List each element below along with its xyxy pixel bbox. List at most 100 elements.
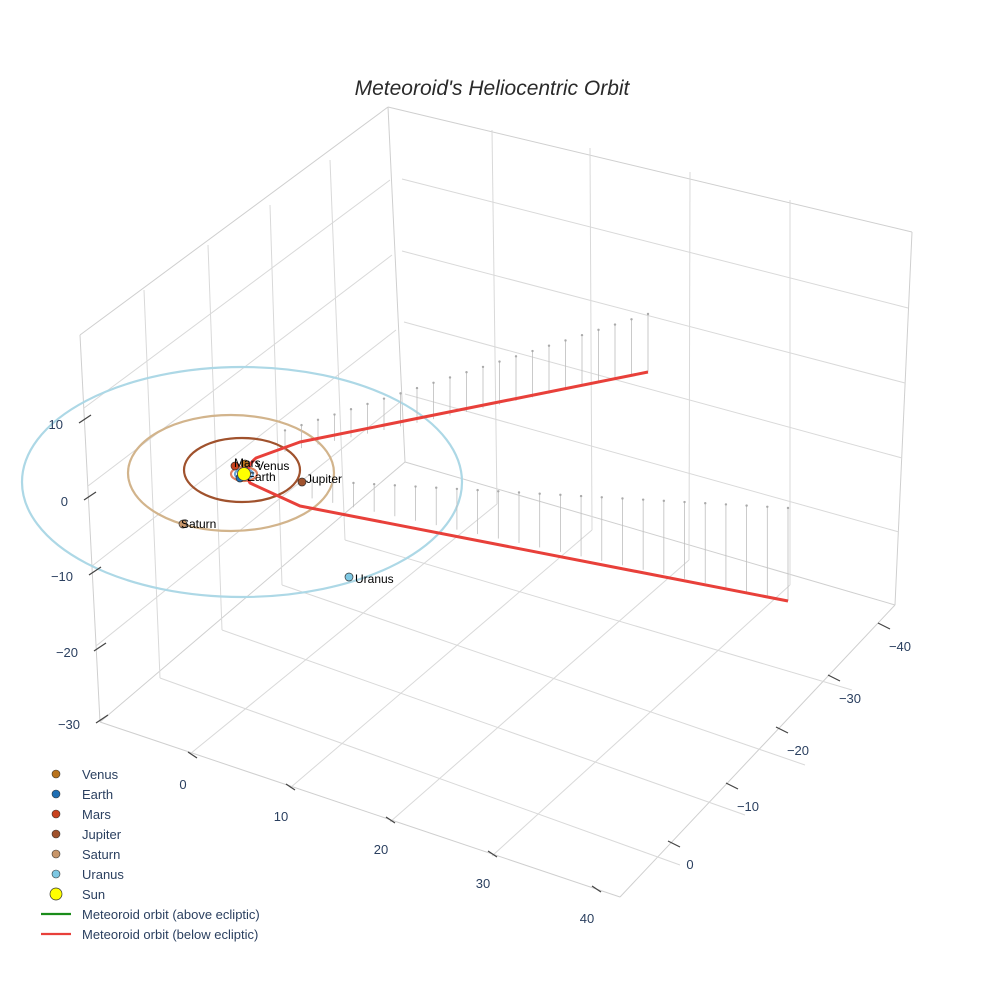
drop-marker (564, 339, 567, 342)
drop-marker (399, 392, 402, 395)
grid-line (289, 529, 593, 789)
drop-marker (382, 397, 386, 400)
drop-marker (683, 500, 686, 504)
drop-marker (724, 503, 728, 506)
drop-marker (448, 376, 452, 379)
drop-marker (316, 418, 320, 422)
saturn-orbit (126, 413, 336, 533)
box-edge (79, 334, 101, 723)
drop-marker (786, 506, 790, 510)
legend-marker (51, 849, 61, 859)
z-tick-label: 10 (49, 417, 63, 432)
z-tick-mark (83, 491, 97, 501)
drop-marker (465, 371, 468, 374)
drop-marker (393, 484, 397, 487)
drop-marker (662, 499, 666, 503)
grid-line (491, 584, 791, 857)
drop-marker (352, 481, 355, 485)
mars-marker (230, 461, 240, 471)
grid-line (91, 329, 397, 567)
x-tick-label: 20 (374, 842, 388, 857)
x-tick-label: 0 (179, 777, 186, 792)
grid-line (688, 171, 691, 561)
drop-marker (349, 408, 353, 411)
grid-line (404, 393, 900, 533)
drop-marker (300, 423, 303, 427)
box-edge (619, 604, 896, 898)
meteoroid-orbit-below-line (245, 370, 789, 603)
y-tick-label: −20 (787, 743, 809, 758)
drop-marker (432, 381, 435, 384)
drop-marker (745, 504, 748, 507)
legend-label: Meteoroid orbit (above ecliptic) (82, 907, 260, 922)
y-tick-label: −10 (737, 799, 759, 814)
venus-label: Venus (256, 459, 289, 473)
jupiter-orbit (182, 436, 302, 504)
grid-line (143, 289, 161, 679)
y-tick-mark (827, 674, 841, 682)
x-tick-mark (187, 751, 198, 759)
drop-marker (597, 328, 600, 332)
box-edge (99, 721, 621, 898)
z-tick-label: 0 (61, 494, 68, 509)
saturn-label: Saturn (181, 517, 216, 531)
drop-marker (580, 333, 584, 337)
legend-label: Sun (82, 887, 105, 902)
legend-label: Saturn (82, 847, 120, 862)
grid-line (401, 250, 906, 384)
x-tick-label: 40 (580, 911, 594, 926)
y-tick-mark (877, 622, 891, 630)
legend-label: Jupiter (82, 827, 122, 842)
grid-line (401, 178, 909, 309)
legend-label: Mars (82, 807, 111, 822)
drop-marker (514, 355, 518, 358)
drop-marker (435, 486, 438, 489)
legend: Venus Earth Mars Jupiter Saturn Uranus Sun Mete… (41, 767, 260, 942)
box-edge (894, 231, 913, 606)
grid-line (589, 147, 593, 531)
legend-sun-marker (49, 887, 63, 901)
z-tick-mark (88, 566, 102, 576)
earth-label: Earth (247, 470, 276, 484)
z-tick-mark (95, 714, 109, 724)
legend-label: Uranus (82, 867, 124, 882)
grid-line (281, 584, 806, 766)
grid-line (189, 503, 498, 755)
y-tick-mark (667, 840, 681, 848)
drop-marker (538, 492, 541, 495)
box-edge (404, 461, 896, 606)
y-tick-label: −30 (839, 691, 861, 706)
drop-marker (579, 494, 583, 498)
y-tick-mark (775, 726, 789, 734)
z-tick-mark (78, 414, 92, 424)
axis-ticks: 10 0 −10 −20 −30 0 10 20 30 40 −40 −30 −20 −10 0 (49, 414, 911, 926)
box-edge (79, 106, 389, 336)
legend-label: Earth (82, 787, 113, 802)
drop-marker (559, 493, 562, 497)
drop-marker (331, 480, 334, 483)
drop-marker (476, 488, 479, 492)
legend-marker (51, 769, 61, 779)
z-tick-label: −30 (58, 717, 80, 732)
drop-marker (641, 498, 645, 501)
grid-line (403, 321, 903, 459)
x-tick-mark (285, 783, 296, 791)
box-edge (99, 461, 406, 723)
grid-line (95, 401, 401, 647)
y-tick-mark (725, 782, 739, 790)
drop-marker (372, 482, 376, 486)
grid-line (344, 539, 853, 691)
y-tick-label: −40 (889, 639, 911, 654)
meteoroid-orbit (245, 312, 790, 603)
saturn-marker (178, 519, 188, 529)
grid-line (159, 677, 681, 866)
drop-marker (766, 505, 769, 509)
legend-marker (51, 789, 61, 799)
jupiter-marker (297, 477, 307, 487)
uranus-orbit (20, 365, 464, 599)
legend-label: Venus (82, 767, 119, 782)
drop-marker (310, 479, 314, 482)
drop-marker (283, 429, 287, 432)
chart-title: Meteoroid's Heliocentric Orbit (355, 77, 631, 100)
